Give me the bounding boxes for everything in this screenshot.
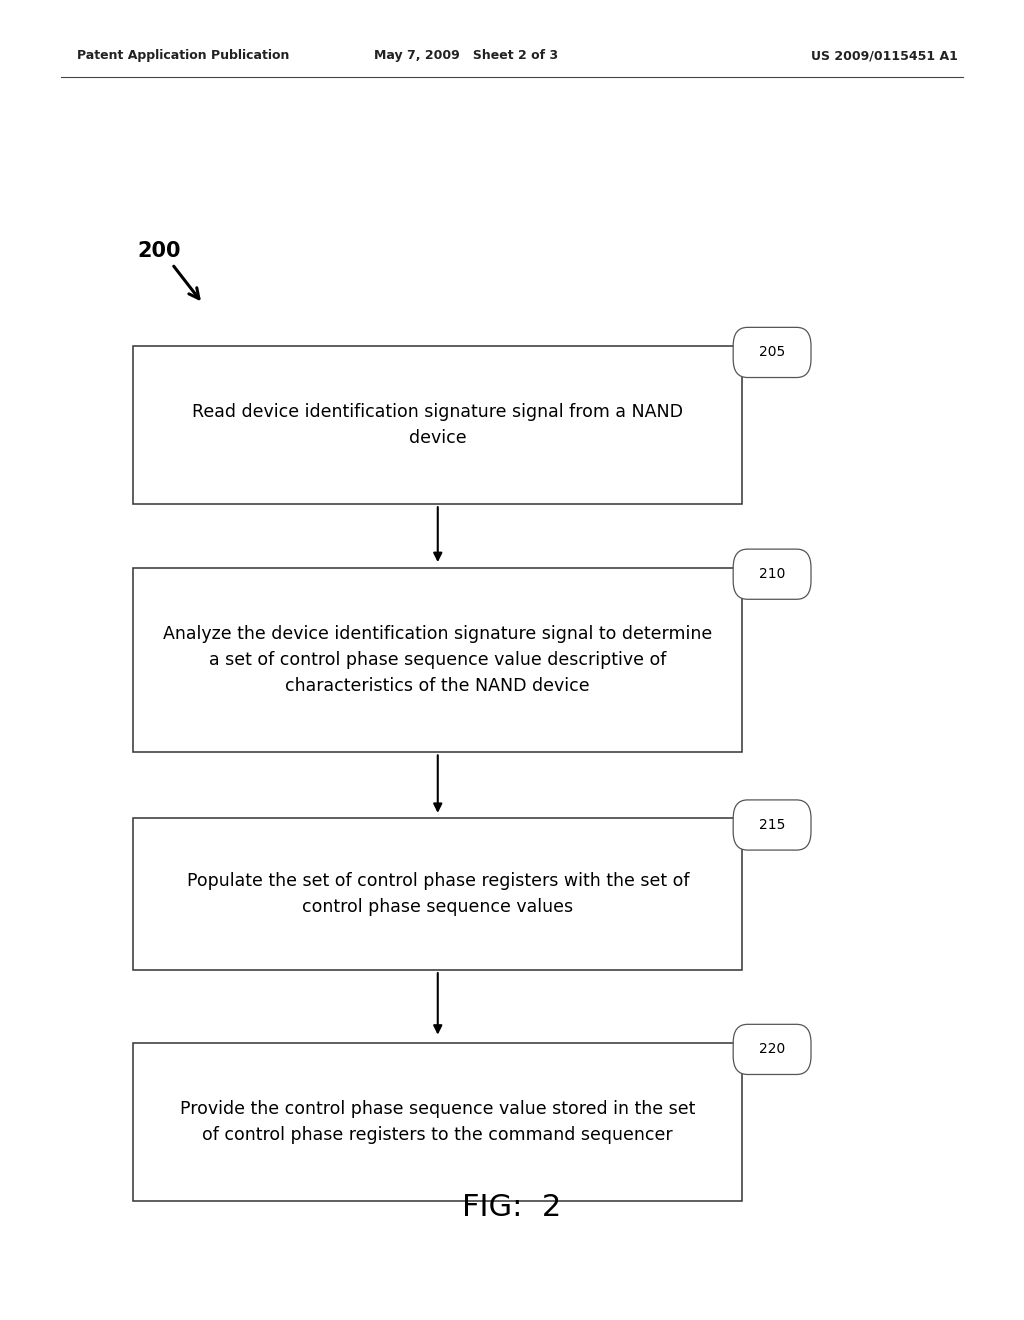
Text: 210: 210 — [759, 568, 785, 581]
FancyBboxPatch shape — [733, 800, 811, 850]
FancyBboxPatch shape — [133, 346, 742, 504]
Text: 215: 215 — [759, 818, 785, 832]
FancyBboxPatch shape — [733, 549, 811, 599]
Text: FIG:  2: FIG: 2 — [463, 1193, 561, 1222]
Text: May 7, 2009   Sheet 2 of 3: May 7, 2009 Sheet 2 of 3 — [374, 49, 558, 62]
Text: US 2009/0115451 A1: US 2009/0115451 A1 — [811, 49, 957, 62]
Text: 200: 200 — [137, 240, 180, 261]
Text: 205: 205 — [759, 346, 785, 359]
Text: 220: 220 — [759, 1043, 785, 1056]
Text: Read device identification signature signal from a NAND
device: Read device identification signature sig… — [193, 403, 683, 447]
FancyBboxPatch shape — [133, 568, 742, 752]
FancyBboxPatch shape — [133, 1043, 742, 1201]
Text: Patent Application Publication: Patent Application Publication — [77, 49, 289, 62]
FancyBboxPatch shape — [733, 327, 811, 378]
Text: Analyze the device identification signature signal to determine
a set of control: Analyze the device identification signat… — [163, 626, 713, 694]
Text: Provide the control phase sequence value stored in the set
of control phase regi: Provide the control phase sequence value… — [180, 1100, 695, 1144]
Text: Populate the set of control phase registers with the set of
control phase sequen: Populate the set of control phase regist… — [186, 873, 689, 916]
FancyBboxPatch shape — [733, 1024, 811, 1074]
FancyBboxPatch shape — [133, 818, 742, 970]
